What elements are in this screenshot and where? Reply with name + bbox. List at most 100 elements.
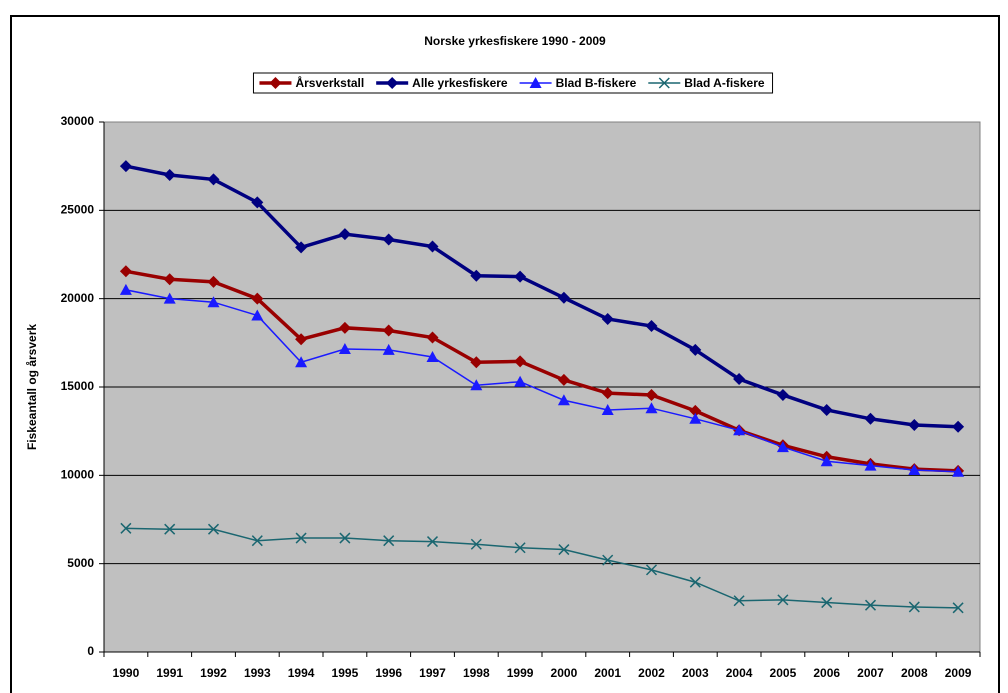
marker [338,228,351,241]
marker [777,594,789,606]
y-tick-label: 25000 [61,203,95,217]
series-line [125,164,959,429]
marker [163,169,176,181]
series-line [125,527,959,609]
marker [658,77,670,89]
marker [645,402,658,414]
legend-item: Alle yrkesfiskere [376,76,508,90]
series-line [125,269,959,473]
y-axis-label: Fiskeantall og årsverk [25,324,39,450]
legend-box [252,72,774,94]
x-tick-label: 2007 [857,666,884,680]
marker [119,265,132,278]
marker [426,240,439,253]
x-tick-label: 1998 [463,666,490,680]
marker [470,379,483,391]
x-tick-label: 2005 [770,666,797,680]
marker [952,420,965,433]
marker [295,356,308,368]
x-tick-label: 1993 [244,666,271,680]
marker [426,331,439,344]
marker [514,542,526,554]
x-tick-label: 2009 [945,666,972,680]
marker [601,403,614,415]
x-tick-label: 1997 [419,666,446,680]
marker [295,532,307,544]
marker [207,523,220,535]
marker [689,576,701,588]
marker [733,595,745,607]
marker [426,536,439,548]
marker [382,343,395,355]
x-tick-label: 2003 [682,666,709,680]
marker [514,270,527,283]
marker [470,538,482,550]
x-tick-label: 1994 [288,666,315,680]
x-tick-label: 1996 [375,666,402,680]
marker [821,597,833,609]
marker [908,464,921,476]
marker [382,233,395,246]
x-tick-label: 2006 [813,666,840,680]
marker [776,441,789,453]
x-tick-label: 2002 [638,666,665,680]
x-tick-label: 1999 [507,666,534,680]
marker [383,535,395,547]
marker [557,291,570,304]
x-tick-label: 1991 [156,666,183,680]
marker [426,350,439,362]
marker [908,601,920,613]
y-tick-label: 10000 [61,468,95,482]
marker [251,309,264,321]
marker [207,296,220,308]
marker [908,418,921,431]
marker [514,375,527,387]
marker [338,343,351,355]
x-tick-label: 1990 [113,666,140,680]
marker [163,273,176,286]
x-tick-label: 2001 [594,666,621,680]
y-tick-label: 5000 [67,556,94,570]
marker [120,522,132,534]
x-tick-label: 2008 [901,666,928,680]
marker [602,554,614,566]
legend-label: Blad B-fiskere [556,76,637,90]
marker [295,241,308,254]
marker [338,321,351,334]
legend-label: Blad A-fiskere [684,76,765,90]
marker [601,312,614,325]
marker [864,599,877,611]
marker [164,523,176,535]
chart-title: Norske yrkesfiskere 1990 - 2009 [424,34,606,48]
marker [163,292,176,304]
marker [557,373,570,386]
marker [645,388,658,401]
marker [514,355,527,368]
marker [864,459,877,471]
marker [207,173,220,186]
legend-item: Årsverkstall [259,75,364,90]
marker [339,532,351,544]
marker [382,324,395,337]
marker [295,333,308,346]
marker [689,404,702,417]
marker [776,388,789,401]
marker [470,356,483,369]
legend: Årsverkstall Alle yrkesfiskere Blad B-fisk… [252,72,774,94]
y-tick-label: 0 [87,644,94,658]
y-tick-label: 30000 [61,114,95,128]
marker [733,373,746,386]
marker [251,196,264,209]
marker [119,160,132,173]
series-line [125,289,959,473]
marker [558,544,570,556]
marker [864,412,877,425]
legend-label: Årsverkstall [295,75,364,90]
marker [251,535,263,547]
x-tick-label: 2004 [726,666,753,680]
marker [207,275,220,288]
marker [952,465,965,477]
marker [645,564,658,576]
marker [557,394,570,406]
